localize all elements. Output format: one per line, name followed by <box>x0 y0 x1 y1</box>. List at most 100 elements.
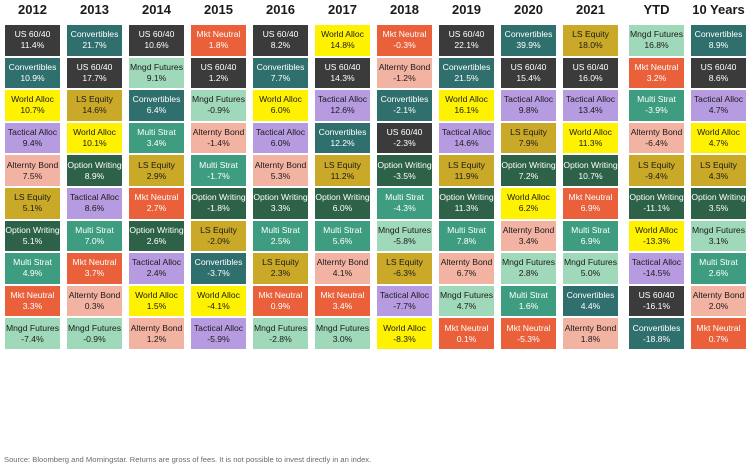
cell-strategy-label: Mkt Neutral <box>72 257 117 268</box>
quilt-cell: Convertibles 21.7% <box>66 24 123 57</box>
quilt-cell: World Alloc 4.7% <box>690 121 747 155</box>
cell-strategy-label: Mkt Neutral <box>320 290 365 301</box>
quilt-cell: Mngd Futures -5.8% <box>376 219 433 253</box>
cell-strategy-label: Option Writing <box>191 192 246 203</box>
cell-strategy-label: Mkt Neutral <box>10 290 55 301</box>
cell-strategy-label: Convertibles <box>132 94 181 105</box>
cell-strategy-label: LS Equity <box>138 159 175 170</box>
cell-return-value: -3.9% <box>645 105 668 116</box>
cell-return-value: 2.7% <box>146 203 167 214</box>
cell-return-value: 2.0% <box>708 301 729 312</box>
cell-return-value: 4.1% <box>332 268 353 279</box>
cell-strategy-label: World Alloc <box>73 127 116 138</box>
cell-return-value: 18.0% <box>578 40 603 51</box>
cell-strategy-label: Option Writing <box>253 192 308 203</box>
cell-strategy-label: Tactical Alloc <box>69 192 120 203</box>
cell-return-value: -13.3% <box>642 235 671 246</box>
quilt-cell: Option Writing 11.3% <box>438 187 495 220</box>
cell-strategy-label: Alternty Bond <box>378 61 431 72</box>
cell-strategy-label: Option Writing <box>5 224 60 235</box>
cell-return-value: -7.4% <box>21 333 44 344</box>
quilt-cell: Option Writing 3.5% <box>690 187 747 220</box>
cell-strategy-label: Tactical Alloc <box>565 94 616 105</box>
quilt-cell: Option Writing -3.5% <box>376 154 433 187</box>
quilt-cell: Alternty Bond 1.2% <box>128 317 185 350</box>
quilt-cell: World Alloc -4.1% <box>190 284 247 318</box>
cell-return-value: -3.7% <box>207 268 230 279</box>
cell-strategy-label: US 60/40 <box>138 29 175 40</box>
quilt-cell: Alternty Bond 1.8% <box>562 317 619 350</box>
quilt-cell: Option Writing 7.2% <box>500 154 557 187</box>
cell-return-value: 5.3% <box>270 170 291 181</box>
quilt-cell: Alternty Bond 6.7% <box>438 252 495 285</box>
quilt-cell: Mngd Futures 4.7% <box>438 284 495 318</box>
cell-strategy-label: World Alloc <box>697 127 740 138</box>
cell-return-value: -1.4% <box>207 138 230 149</box>
quilt-cell: Alternty Bond 5.3% <box>252 154 309 187</box>
quilt-cell: US 60/40 8.2% <box>252 24 309 57</box>
cell-return-value: 16.1% <box>454 105 479 116</box>
cell-strategy-label: Convertibles <box>8 61 57 72</box>
cell-strategy-label: World Alloc <box>383 322 426 333</box>
cell-return-value: 3.1% <box>708 235 729 246</box>
cell-return-value: 5.6% <box>332 235 353 246</box>
quilt-cell: Multi Strat 1.6% <box>500 284 557 318</box>
cell-return-value: 3.0% <box>332 333 353 344</box>
cell-return-value: 6.9% <box>580 235 601 246</box>
cell-return-value: -5.9% <box>207 333 230 344</box>
quilt-cell: Alternty Bond 4.1% <box>314 252 371 285</box>
quilt-cell: Mkt Neutral 3.3% <box>4 284 61 318</box>
quilt-cell: Mkt Neutral 2.7% <box>128 187 185 220</box>
cell-strategy-label: Mngd Futures <box>691 224 746 235</box>
cell-strategy-label: Mkt Neutral <box>382 29 427 40</box>
cell-return-value: 1.2% <box>208 72 229 83</box>
quilt-cell: Mkt Neutral 3.7% <box>66 252 123 285</box>
cell-strategy-label: Mkt Neutral <box>258 290 303 301</box>
cell-return-value: 7.2% <box>518 170 539 181</box>
quilt-cell: LS Equity 11.2% <box>314 154 371 187</box>
quilt-cell: Tactical Alloc -7.7% <box>376 284 433 318</box>
cell-strategy-label: World Alloc <box>635 224 678 235</box>
cell-strategy-label: LS Equity <box>448 159 485 170</box>
quilt-cell: Convertibles 8.9% <box>690 24 747 57</box>
cell-return-value: 21.5% <box>454 72 479 83</box>
quilt-cell: Tactical Alloc 2.4% <box>128 252 185 285</box>
cell-strategy-label: World Alloc <box>135 290 178 301</box>
quilt-cell: World Alloc 6.0% <box>252 89 309 122</box>
quilt-cell: LS Equity 4.3% <box>690 154 747 187</box>
quilt-cell: Alternty Bond -6.4% <box>628 121 685 155</box>
cell-return-value: 10.7% <box>578 170 603 181</box>
cell-return-value: 11.2% <box>330 170 355 181</box>
cell-strategy-label: Alternty Bond <box>630 127 683 138</box>
cell-return-value: 7.5% <box>22 170 43 181</box>
cell-return-value: 8.9% <box>84 170 105 181</box>
quilt-cell: Mkt Neutral -0.3% <box>376 24 433 57</box>
cell-return-value: 16.8% <box>644 40 669 51</box>
cell-strategy-label: World Alloc <box>569 127 612 138</box>
cell-return-value: -1.8% <box>207 203 230 214</box>
cell-return-value: 10.9% <box>20 72 45 83</box>
cell-strategy-label: Mkt Neutral <box>134 192 179 203</box>
cell-strategy-label: Mngd Futures <box>5 322 60 333</box>
cell-return-value: 10.6% <box>144 40 169 51</box>
cell-strategy-label: World Alloc <box>321 29 364 40</box>
cell-return-value: 2.3% <box>270 268 291 279</box>
cell-return-value: 7.7% <box>270 72 291 83</box>
cell-strategy-label: US 60/40 <box>200 61 237 72</box>
cell-strategy-label: Tactical Alloc <box>317 94 368 105</box>
cell-strategy-label: Convertibles <box>256 61 305 72</box>
cell-strategy-label: Tactical Alloc <box>379 290 430 301</box>
cell-return-value: 9.8% <box>518 105 539 116</box>
cell-strategy-label: LS Equity <box>700 159 737 170</box>
quilt-cell: Mngd Futures -2.8% <box>252 317 309 350</box>
cell-strategy-label: US 60/40 <box>324 61 361 72</box>
quilt-cell: US 60/40 15.4% <box>500 56 557 90</box>
quilt-cell: World Alloc -8.3% <box>376 317 433 350</box>
quilt-cell: World Alloc 6.2% <box>500 187 557 220</box>
quilt-cell: Multi Strat 5.6% <box>314 219 371 253</box>
cell-return-value: 12.6% <box>330 105 355 116</box>
cell-return-value: 21.7% <box>82 40 107 51</box>
quilt-cell: Option Writing 3.3% <box>252 187 309 220</box>
cell-strategy-label: US 60/40 <box>700 61 737 72</box>
quilt-cell: Mkt Neutral -5.3% <box>500 317 557 350</box>
